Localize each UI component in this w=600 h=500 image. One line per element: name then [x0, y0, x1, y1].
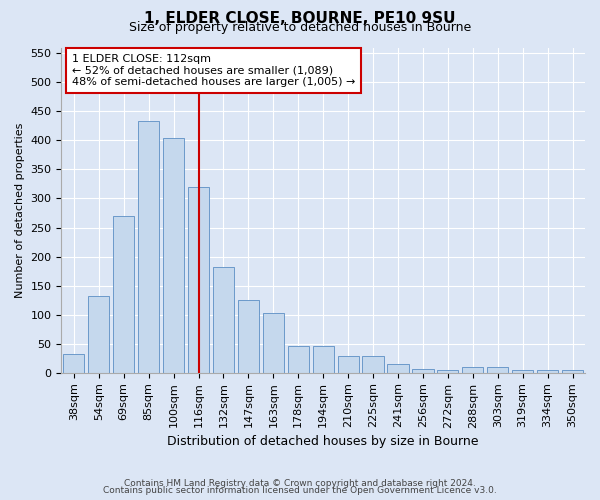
Text: Size of property relative to detached houses in Bourne: Size of property relative to detached ho…	[129, 21, 471, 34]
Bar	[313, 346, 334, 372]
Bar	[213, 267, 234, 372]
Bar	[263, 313, 284, 372]
X-axis label: Distribution of detached houses by size in Bourne: Distribution of detached houses by size …	[167, 434, 479, 448]
Bar	[338, 356, 359, 372]
Bar	[362, 356, 383, 372]
Bar	[138, 122, 159, 372]
Bar	[388, 364, 409, 372]
Bar	[462, 368, 484, 372]
Text: Contains HM Land Registry data © Crown copyright and database right 2024.: Contains HM Land Registry data © Crown c…	[124, 478, 476, 488]
Bar	[437, 370, 458, 372]
Bar	[487, 368, 508, 372]
Bar	[537, 370, 558, 372]
Bar	[512, 370, 533, 372]
Bar	[287, 346, 309, 372]
Text: 1 ELDER CLOSE: 112sqm
← 52% of detached houses are smaller (1,089)
48% of semi-d: 1 ELDER CLOSE: 112sqm ← 52% of detached …	[72, 54, 355, 87]
Bar	[412, 369, 434, 372]
Bar	[188, 187, 209, 372]
Bar	[63, 354, 85, 372]
Y-axis label: Number of detached properties: Number of detached properties	[15, 122, 25, 298]
Text: 1, ELDER CLOSE, BOURNE, PE10 9SU: 1, ELDER CLOSE, BOURNE, PE10 9SU	[144, 11, 456, 26]
Text: Contains public sector information licensed under the Open Government Licence v3: Contains public sector information licen…	[103, 486, 497, 495]
Bar	[113, 216, 134, 372]
Bar	[238, 300, 259, 372]
Bar	[163, 138, 184, 372]
Bar	[88, 296, 109, 372]
Bar	[562, 370, 583, 372]
